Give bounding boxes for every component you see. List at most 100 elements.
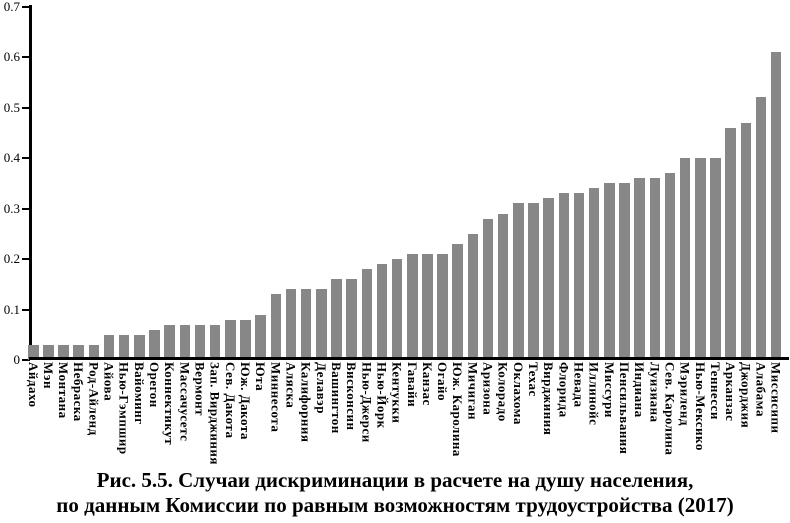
bar xyxy=(497,213,509,360)
x-tick-label: Небраска xyxy=(71,362,87,422)
x-tick-label: Зап. Вирджиния xyxy=(207,362,223,465)
bar xyxy=(88,344,100,360)
bar xyxy=(179,324,191,360)
x-tick-label: Алабама xyxy=(753,362,769,417)
bar xyxy=(452,243,463,360)
x-tick-label: Вирджиния xyxy=(541,362,557,436)
bar xyxy=(604,183,615,360)
x-tick-label: Миссисипи xyxy=(768,362,784,434)
x-tick-label: Аляска xyxy=(283,362,299,409)
bar xyxy=(58,344,69,360)
bar xyxy=(376,264,388,360)
bar xyxy=(619,183,630,360)
bar xyxy=(194,324,206,360)
bar xyxy=(710,158,721,360)
y-tick xyxy=(22,207,30,210)
bar xyxy=(240,319,251,360)
x-tick-label: Кентукки xyxy=(389,362,405,424)
x-tick-label: Орегон xyxy=(147,362,163,408)
y-tick-label: 0.1 xyxy=(3,301,20,317)
bar xyxy=(755,97,767,360)
bar xyxy=(103,334,115,360)
bar xyxy=(134,334,145,360)
y-tick-label: 0.3 xyxy=(3,200,20,216)
x-tick-label: Юта xyxy=(253,362,269,392)
bar xyxy=(740,122,752,360)
x-tick-label: Сев. Дакота xyxy=(222,362,238,439)
y-tick-label: 0 xyxy=(13,352,21,367)
y-tick xyxy=(22,359,30,361)
x-tick-label: Мэриленд xyxy=(677,362,693,426)
bar xyxy=(588,188,600,360)
bar xyxy=(346,279,357,360)
bar xyxy=(649,178,661,360)
x-tick-label: Мэн xyxy=(40,362,56,390)
x-tick-label: Техас xyxy=(526,362,542,397)
x-tick-label: Теннесси xyxy=(707,362,723,420)
figure-caption: Рис. 5.5. Случаи дискриминации в расчете… xyxy=(0,468,790,518)
x-tick-label: Монтана xyxy=(56,362,72,419)
bar xyxy=(543,198,554,360)
x-tick-label: Юж. Каролина xyxy=(450,362,466,457)
x-tick-label: Юж. Дакота xyxy=(237,362,253,440)
y-tick xyxy=(22,308,30,311)
bar xyxy=(300,289,312,360)
bar xyxy=(770,51,782,360)
bar xyxy=(28,344,39,360)
x-tick-label: Иллинойс xyxy=(586,362,602,426)
x-tick-label: Вермонт xyxy=(192,362,208,417)
x-tick-label: Канзас xyxy=(419,362,435,406)
y-axis-line xyxy=(29,5,32,360)
x-tick-label: Нью-Гэмпшир xyxy=(116,362,132,455)
y-tick-label: 0.5 xyxy=(3,99,20,115)
x-axis-line xyxy=(29,357,789,360)
bar xyxy=(725,127,736,360)
y-tick-label: 0.6 xyxy=(3,49,20,64)
bar xyxy=(43,344,54,360)
x-tick-label: Гавайи xyxy=(404,362,420,408)
x-tick-label: Колорадо xyxy=(495,362,511,422)
x-tick-label: Нью-Йорк xyxy=(374,362,390,429)
bar xyxy=(73,344,84,360)
bar xyxy=(634,178,645,360)
y-tick xyxy=(22,5,30,8)
x-tick-label: Оклахома xyxy=(510,362,526,425)
y-tick xyxy=(22,56,30,58)
x-tick-label: Джорджия xyxy=(738,362,754,429)
bar xyxy=(467,233,479,360)
x-tick-label: Миссури xyxy=(601,362,617,418)
y-tick-label: 0.2 xyxy=(3,251,20,266)
x-tick-label: Невада xyxy=(571,362,587,408)
y-tick-label: 0.7 xyxy=(3,0,20,14)
bar xyxy=(225,319,236,360)
x-tick-label: Миннесота xyxy=(268,362,284,433)
y-tick xyxy=(22,258,30,260)
caption-line-2: по данным Комиссии по равным возможностя… xyxy=(56,493,734,517)
x-tick-label: Сев. Каролина xyxy=(662,362,678,456)
bar xyxy=(316,289,327,360)
x-tick-label: Делавэр xyxy=(313,362,329,415)
bar xyxy=(270,294,282,360)
x-tick-label: Флорида xyxy=(556,362,572,418)
bar xyxy=(164,324,175,360)
bar xyxy=(407,253,418,360)
x-tick-label: Висконсин xyxy=(344,362,360,431)
bar xyxy=(255,314,266,360)
x-tick-label: Огайо xyxy=(435,362,451,402)
x-tick-label: Луизиана xyxy=(647,362,663,423)
y-tick xyxy=(22,157,30,159)
bar xyxy=(664,173,676,360)
bar xyxy=(513,203,524,360)
bar xyxy=(285,289,297,360)
x-tick-label: Аризона xyxy=(480,362,496,416)
bar xyxy=(422,253,433,360)
x-tick-label: Калифорния xyxy=(298,362,314,443)
bar xyxy=(209,324,221,360)
bar xyxy=(437,253,448,360)
caption-line-1: Рис. 5.5. Случаи дискриминации в расчете… xyxy=(96,468,694,492)
x-tick-label: Коннектикут xyxy=(162,362,178,446)
bar-chart: 0 0.1 0.2 0.3 0.4 0.5 0.6 0.7 Айдахо Мэн Монтана Н… xyxy=(3,0,789,465)
x-tick-label: Вайоминг xyxy=(131,362,147,425)
x-tick-label: Вашингтон xyxy=(328,362,344,434)
